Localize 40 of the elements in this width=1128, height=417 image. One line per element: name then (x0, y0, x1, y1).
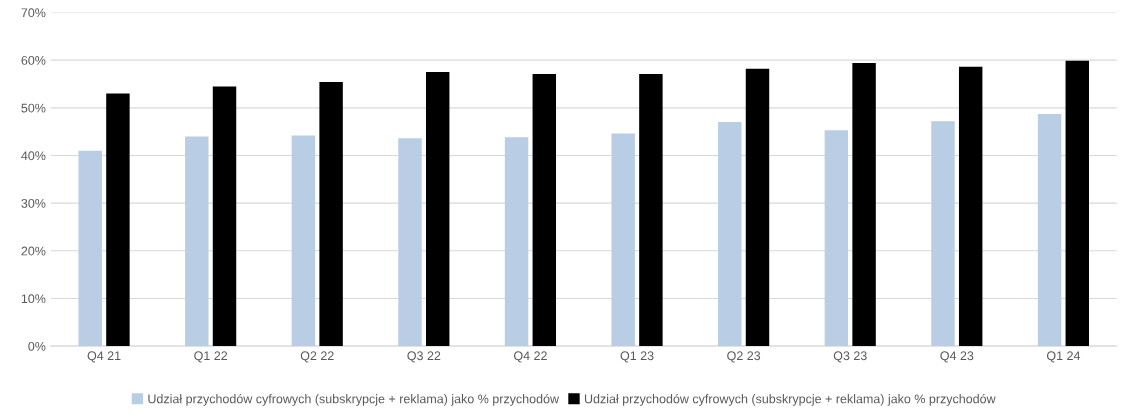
bar (745, 68, 770, 347)
x-tick-label: Q1 22 (194, 351, 228, 363)
bar (639, 73, 663, 347)
x-tick-label: Q1 23 (620, 351, 654, 363)
bar (931, 121, 955, 347)
bar (398, 138, 422, 347)
bar (852, 63, 876, 347)
bar (291, 135, 316, 347)
y-tick-label: 0% (28, 341, 46, 351)
bar (1037, 114, 1062, 347)
x-tick-label: Q3 23 (833, 351, 867, 363)
bar (1065, 60, 1090, 347)
bar (611, 133, 635, 347)
bar (504, 137, 529, 347)
x-tick-label: Q2 22 (300, 351, 334, 363)
bar (532, 73, 557, 347)
bar (185, 136, 209, 347)
y-tick-label: 30% (21, 198, 46, 208)
y-tick-label: 70% (21, 8, 46, 18)
x-tick-label: Q3 22 (407, 351, 441, 363)
legend-label: Udział przychodów cyfrowych (subskrypcje + reklama) jako % przychodów (148, 393, 560, 406)
x-tick-label: Q4 21 (87, 351, 121, 363)
x-tick-label: Q2 23 (727, 351, 761, 363)
bar (718, 122, 742, 347)
y-tick-label: 50% (21, 103, 46, 113)
bar (212, 86, 237, 347)
bar (958, 66, 983, 347)
legend-label: Udział przychodów cyfrowych (subskrypcje + reklama) jako % przychodów (584, 393, 996, 406)
y-tick-label: 20% (21, 246, 46, 256)
bar (106, 93, 130, 347)
y-tick-label: 40% (21, 151, 46, 161)
bar (425, 72, 450, 347)
x-tick-label: Q4 23 (940, 351, 974, 363)
x-tick-label: Q1 24 (1046, 351, 1081, 363)
y-tick-label: 10% (21, 294, 46, 304)
x-tick-label: Q4 22 (514, 351, 547, 363)
bar (78, 150, 102, 347)
y-tick-label: 60% (21, 55, 46, 65)
bar (319, 82, 343, 347)
bar (824, 130, 849, 347)
